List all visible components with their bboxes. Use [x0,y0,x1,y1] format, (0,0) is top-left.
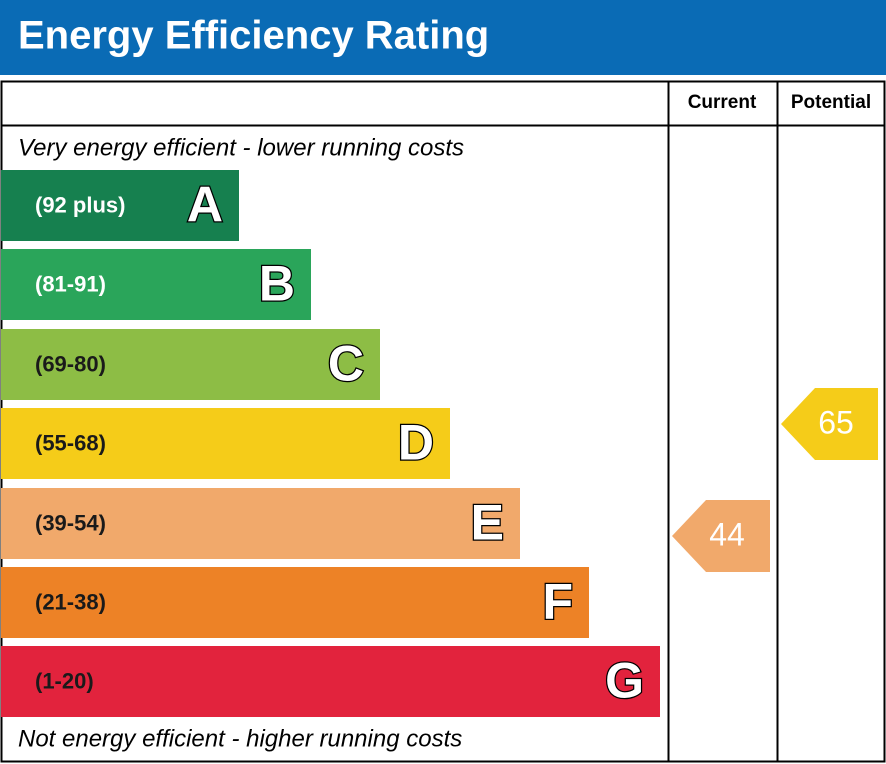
band-bar [1,488,520,559]
band-letter: D [398,415,434,471]
band-range: (69-80) [35,351,106,376]
band-letter: C [328,336,364,392]
potential-value: 65 [818,404,854,440]
band-letter: B [259,256,295,312]
current-value: 44 [709,516,745,552]
band-bar [1,567,589,638]
top-note: Very energy efficient - lower running co… [18,134,464,161]
band-bar [1,249,311,320]
potential-arrow [781,388,878,460]
band-range: (81-91) [35,271,106,296]
band-letter: G [605,653,644,709]
band-bar [1,646,660,717]
band-range: (1-20) [35,668,94,693]
band-letter: E [471,495,504,551]
band-range: (21-38) [35,589,106,614]
band-bar [1,329,380,400]
band-bar [1,408,450,479]
band-range: (55-68) [35,430,106,455]
header-bar [0,0,886,75]
band-bar [1,170,239,241]
column-header: Potential [791,92,871,113]
band-letter: A [187,177,223,233]
band-letter: F [542,574,573,630]
column-header: Current [688,92,757,113]
bottom-note: Not energy efficient - higher running co… [18,725,462,752]
band-range: (92 plus) [35,192,125,217]
current-arrow [672,500,770,572]
band-range: (39-54) [35,510,106,535]
title: Energy Efficiency Rating [18,14,489,58]
